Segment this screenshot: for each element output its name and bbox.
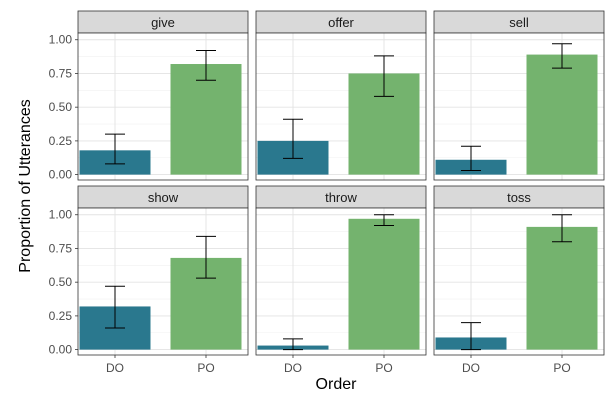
y-tick-label: 0.25 [49,309,73,323]
facet-panel-offer: offer [255,10,427,181]
y-tick-label: 1.00 [49,208,73,222]
y-axis-layer: 0.00 0.25 0.50 0.75 1.00 0.00 0.25 0.50 0.75 1.00 [49,33,78,357]
error-bar-sell-DO [461,145,481,172]
panels-layer: give offer sell show throw toss [77,10,605,356]
facet-title: sell [509,15,529,30]
error-bar-toss-DO [461,322,481,351]
error-bar-throw-DO [283,338,303,351]
panel-border [77,207,249,356]
facet-panel-sell: sell [433,10,605,181]
x-tick-label: DO [462,361,480,375]
y-tick-label: 0.25 [49,134,73,148]
bar-throw-PO [348,218,420,350]
y-tick-label: 0.75 [49,241,73,255]
y-tick-label: 0.00 [49,168,73,182]
panel-border [77,32,249,181]
facet-panel-throw: throw [255,185,427,356]
y-tick-label: 0.00 [49,343,73,357]
error-bar-sell-PO [552,43,572,69]
error-bar-offer-PO [374,55,394,97]
error-bar-throw-PO [374,214,394,227]
x-tick-label: PO [553,361,570,375]
error-bar-show-PO [196,235,216,279]
facet-title: give [151,15,175,30]
panel-border [255,32,427,181]
panel-border [255,207,427,356]
y-axis-title: Proportion of Utterances [17,99,34,272]
panel-border [433,32,605,181]
error-bar-give-PO [196,50,216,81]
facet-title: offer [328,15,354,30]
x-tick-label: DO [106,361,124,375]
error-bar-show-DO [105,285,125,329]
panel-border [433,207,605,356]
y-tick-label: 0.50 [49,275,73,289]
facet-panel-show: show [77,185,249,356]
y-tick-label: 1.00 [49,33,73,47]
x-tick-label: DO [284,361,302,375]
facet-title: show [148,190,179,205]
facet-title: throw [325,190,357,205]
x-tick-label: PO [375,361,392,375]
error-bar-toss-PO [552,214,572,243]
bar-toss-PO [526,226,598,350]
error-bar-give-DO [105,133,125,165]
x-axis-layer: DO PO DO PO DO PO [106,355,571,375]
x-axis-title: Order [316,376,358,393]
y-tick-label: 0.75 [49,66,73,80]
error-bar-offer-DO [283,118,303,159]
facet-title: toss [507,190,531,205]
bar-sell-PO [526,54,598,175]
x-tick-label: PO [197,361,214,375]
facet-panel-give: give [77,10,249,181]
y-tick-label: 0.50 [49,100,73,114]
bar-give-PO [170,64,242,175]
facet-panel-toss: toss [433,185,605,356]
